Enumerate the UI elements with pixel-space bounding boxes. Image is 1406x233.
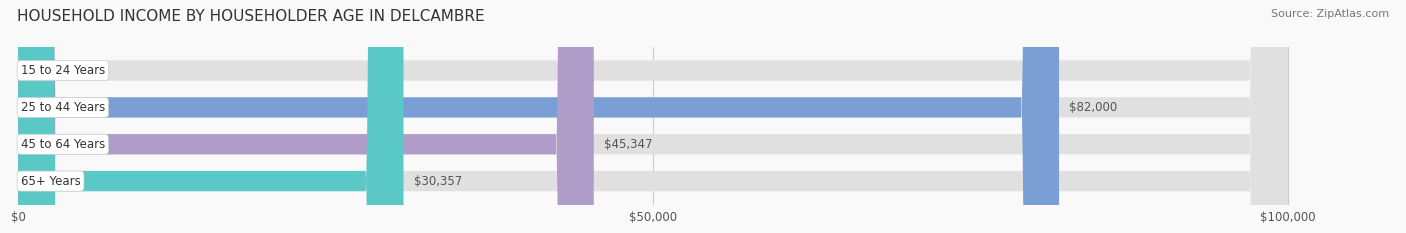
FancyBboxPatch shape <box>18 0 404 233</box>
Text: 25 to 44 Years: 25 to 44 Years <box>21 101 105 114</box>
FancyBboxPatch shape <box>18 0 1288 233</box>
FancyBboxPatch shape <box>18 0 1288 233</box>
Text: $0: $0 <box>28 64 44 77</box>
Text: $82,000: $82,000 <box>1069 101 1118 114</box>
Text: HOUSEHOLD INCOME BY HOUSEHOLDER AGE IN DELCAMBRE: HOUSEHOLD INCOME BY HOUSEHOLDER AGE IN D… <box>17 9 485 24</box>
FancyBboxPatch shape <box>18 0 1288 233</box>
FancyBboxPatch shape <box>18 0 1288 233</box>
Text: 15 to 24 Years: 15 to 24 Years <box>21 64 105 77</box>
Text: $30,357: $30,357 <box>413 175 463 188</box>
Text: 45 to 64 Years: 45 to 64 Years <box>21 138 105 151</box>
Text: $45,347: $45,347 <box>605 138 652 151</box>
FancyBboxPatch shape <box>18 0 593 233</box>
Text: Source: ZipAtlas.com: Source: ZipAtlas.com <box>1271 9 1389 19</box>
FancyBboxPatch shape <box>18 0 1059 233</box>
Text: 65+ Years: 65+ Years <box>21 175 80 188</box>
